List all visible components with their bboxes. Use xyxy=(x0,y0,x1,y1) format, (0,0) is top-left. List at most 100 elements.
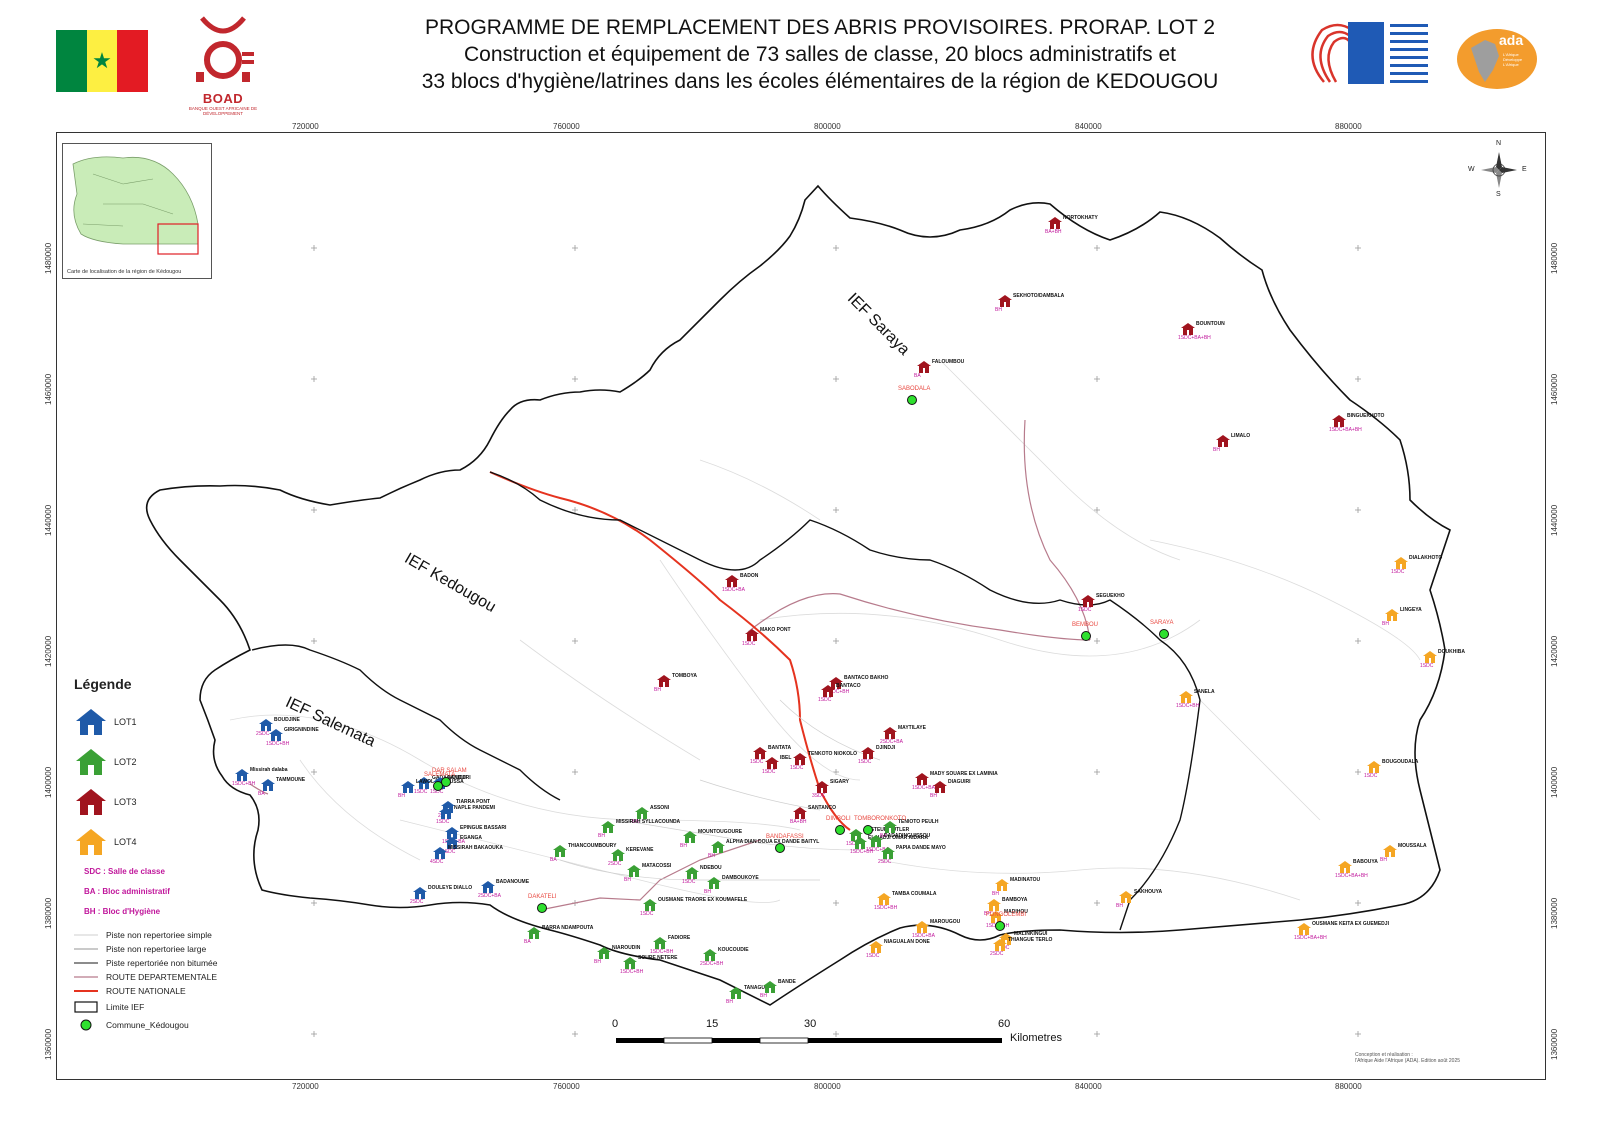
school-marker[interactable] xyxy=(601,820,615,838)
commune-marker[interactable] xyxy=(775,843,785,853)
school-marker[interactable] xyxy=(1367,760,1381,778)
school-marker[interactable] xyxy=(1216,434,1230,452)
school-marker[interactable] xyxy=(611,848,625,866)
legend-line-label: ROUTE NATIONALE xyxy=(106,986,186,996)
school-marker[interactable] xyxy=(877,892,891,910)
commune-marker[interactable] xyxy=(863,825,873,835)
school-marker[interactable] xyxy=(711,840,725,858)
school-marker[interactable] xyxy=(883,820,897,838)
school-works: BH xyxy=(624,877,631,883)
school-marker[interactable] xyxy=(793,806,807,824)
school-name: TENIOTO PEULH xyxy=(898,819,939,825)
school-marker[interactable] xyxy=(1081,594,1095,612)
school-marker[interactable] xyxy=(707,876,721,894)
school-marker[interactable] xyxy=(998,294,1012,312)
commune-marker[interactable] xyxy=(1081,631,1091,641)
school-marker[interactable] xyxy=(685,866,699,884)
school-marker[interactable] xyxy=(1181,322,1195,340)
school-marker[interactable] xyxy=(527,926,541,944)
commune-marker[interactable] xyxy=(835,825,845,835)
commune-marker[interactable] xyxy=(537,903,547,913)
school-name: THIANGUE TERLO xyxy=(1008,937,1053,943)
commune-marker[interactable] xyxy=(907,395,917,405)
school-marker[interactable] xyxy=(933,780,947,798)
school-marker[interactable] xyxy=(995,878,1009,896)
school-marker[interactable] xyxy=(439,806,453,824)
school-marker[interactable] xyxy=(829,676,843,694)
school-marker[interactable] xyxy=(445,836,459,854)
school-marker[interactable] xyxy=(763,980,777,998)
school-marker[interactable] xyxy=(1385,608,1399,626)
school-marker[interactable] xyxy=(1338,860,1352,878)
school-marker[interactable] xyxy=(853,836,867,854)
school-marker[interactable] xyxy=(643,898,657,916)
school-marker[interactable] xyxy=(881,846,895,864)
school-marker[interactable] xyxy=(481,880,495,898)
commune-label: DAR SALAM xyxy=(432,768,467,774)
school-marker[interactable] xyxy=(683,830,697,848)
house-icon xyxy=(445,827,459,839)
school-marker[interactable] xyxy=(1179,690,1193,708)
school-name: MADY SOUARE EX LAMINIA xyxy=(930,771,998,777)
school-marker[interactable] xyxy=(987,898,1001,916)
house-icon xyxy=(1179,691,1193,703)
school-name: BOUDJINE xyxy=(274,717,300,723)
school-marker[interactable] xyxy=(445,826,459,844)
school-marker[interactable] xyxy=(703,948,717,966)
school-marker[interactable] xyxy=(821,684,835,702)
school-marker[interactable] xyxy=(235,768,249,786)
school-marker[interactable] xyxy=(261,778,275,796)
school-marker[interactable] xyxy=(1048,216,1062,234)
legend-line-national: ROUTE NATIONALE xyxy=(74,984,314,998)
school-marker[interactable] xyxy=(553,844,567,862)
school-marker[interactable] xyxy=(623,956,637,974)
school-marker[interactable] xyxy=(729,986,743,1004)
school-marker[interactable] xyxy=(1383,844,1397,862)
school-marker[interactable] xyxy=(433,846,447,864)
school-marker[interactable] xyxy=(1332,414,1346,432)
school-marker[interactable] xyxy=(861,746,875,764)
school-works: BH xyxy=(598,833,605,839)
school-works: 1SDC xyxy=(682,879,696,885)
school-marker[interactable] xyxy=(849,828,863,846)
school-marker[interactable] xyxy=(999,932,1013,950)
school-marker[interactable] xyxy=(917,360,931,378)
school-marker[interactable] xyxy=(765,756,779,774)
school-marker[interactable] xyxy=(1119,890,1133,908)
school-marker[interactable] xyxy=(725,574,739,592)
commune-marker[interactable] xyxy=(1159,629,1169,639)
house-icon xyxy=(989,911,1003,923)
school-marker[interactable] xyxy=(653,936,667,954)
school-marker[interactable] xyxy=(915,920,929,938)
national-road xyxy=(489,471,851,831)
school-marker[interactable] xyxy=(417,776,431,794)
house-icon xyxy=(611,849,625,861)
school-name: GADAGANDJIRI xyxy=(432,775,471,781)
school-marker[interactable] xyxy=(1394,556,1408,574)
school-marker[interactable] xyxy=(869,940,883,958)
school-marker[interactable] xyxy=(635,806,649,824)
school-marker[interactable] xyxy=(269,728,283,746)
school-marker[interactable] xyxy=(1297,922,1311,940)
school-marker[interactable] xyxy=(915,772,929,790)
school-marker[interactable] xyxy=(413,886,427,904)
school-marker[interactable] xyxy=(753,746,767,764)
commune-label: SARAYA xyxy=(1150,620,1174,626)
school-marker[interactable] xyxy=(259,718,273,736)
school-marker[interactable] xyxy=(989,910,1003,928)
school-marker[interactable] xyxy=(657,674,671,692)
school-marker[interactable] xyxy=(627,864,641,882)
school-marker[interactable] xyxy=(869,834,883,852)
school-marker[interactable] xyxy=(745,628,759,646)
school-name: NDEBOU xyxy=(700,865,722,871)
school-marker[interactable] xyxy=(597,946,611,964)
school-marker[interactable] xyxy=(1423,650,1437,668)
school-marker[interactable] xyxy=(815,780,829,798)
commune-marker[interactable] xyxy=(441,777,451,787)
school-marker[interactable] xyxy=(993,938,1007,956)
school-works: BH xyxy=(1380,857,1387,863)
school-marker[interactable] xyxy=(883,726,897,744)
school-marker[interactable] xyxy=(793,752,807,770)
school-marker[interactable] xyxy=(401,780,415,798)
commune-marker[interactable] xyxy=(995,921,1005,931)
